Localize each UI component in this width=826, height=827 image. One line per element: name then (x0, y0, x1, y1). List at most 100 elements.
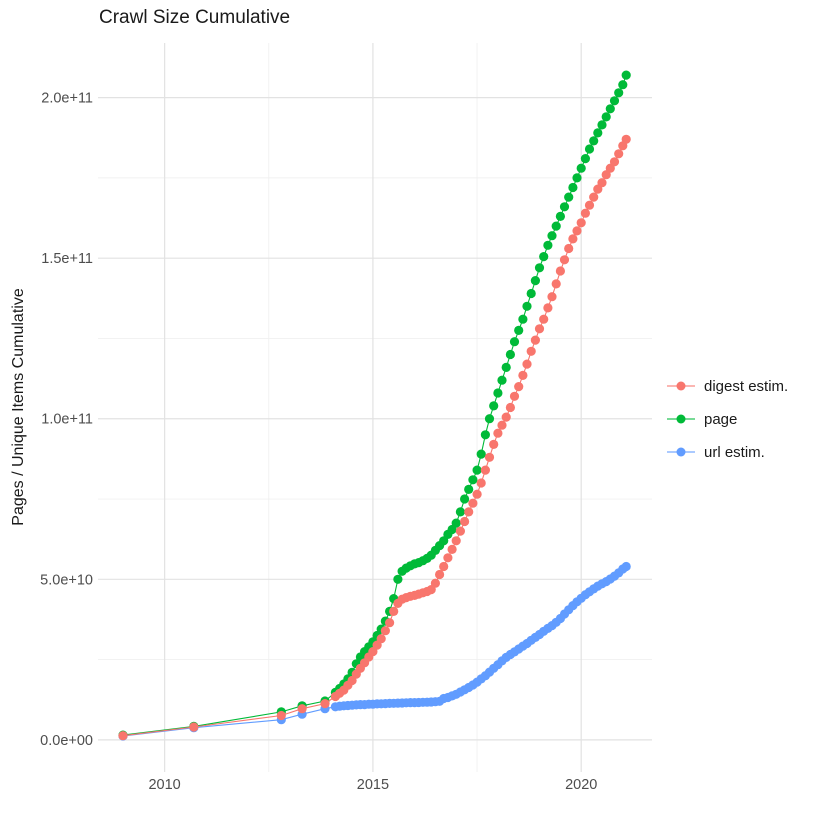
legend-label: page (704, 410, 738, 428)
data-point-page (539, 252, 549, 262)
data-point-digest-estim (514, 382, 524, 392)
y-tick-label: 2.0e+11 (41, 91, 93, 107)
data-point-page (484, 414, 495, 424)
data-point-page (534, 263, 545, 273)
data-point-digest-estim (526, 346, 536, 356)
data-point-digest-estim (551, 279, 561, 289)
x-tick-label: 2015 (357, 777, 389, 793)
data-point-digest-estim (484, 452, 495, 462)
data-point-page (568, 182, 578, 193)
data-point-page (605, 104, 615, 114)
data-point-digest-estim (468, 498, 478, 508)
data-point-page (497, 375, 507, 385)
legend-item-url-estim: url estim. (666, 440, 788, 464)
data-point-page (451, 518, 461, 528)
data-point-digest-estim (430, 578, 440, 588)
data-point-digest-estim (368, 647, 378, 657)
data-point-page (522, 301, 532, 311)
data-point-digest-estim (555, 266, 566, 276)
data-point-page (564, 192, 574, 202)
data-point-digest-estim (118, 731, 128, 741)
chart-title: Crawl Size Cumulative (99, 7, 291, 28)
x-tick-label: 2010 (148, 777, 180, 793)
data-point-digest-estim (493, 428, 503, 438)
data-point-digest-estim (472, 489, 482, 499)
legend-key-icon (667, 447, 695, 457)
data-point-page (501, 362, 511, 372)
data-point-page (505, 349, 515, 360)
data-point-page (476, 449, 486, 459)
legend: digest estim. page url estim. (666, 374, 788, 464)
y-tick-label: 0.0e+00 (40, 733, 93, 749)
legend-label: url estim. (704, 443, 765, 461)
data-point-page (609, 96, 620, 106)
data-point-digest-estim (589, 192, 599, 202)
data-point-digest-estim (501, 412, 511, 422)
data-point-digest-estim (609, 157, 620, 167)
data-point-digest-estim (584, 200, 595, 210)
legend-key-icon (667, 381, 695, 391)
data-point-digest-estim (189, 722, 199, 732)
data-point-page (509, 337, 520, 347)
legend-key-icon (667, 414, 695, 424)
data-point-digest-estim (530, 335, 541, 345)
data-point-page (584, 144, 595, 154)
data-point-digest-estim (547, 292, 557, 302)
data-point-digest-estim (559, 255, 570, 265)
data-point-page (551, 221, 561, 231)
y-tick-label: 5.0e+10 (40, 572, 93, 588)
data-point-digest-estim (447, 544, 457, 555)
legend-key-point (676, 381, 686, 391)
data-point-page (597, 120, 607, 130)
data-point-page (547, 231, 557, 241)
data-point-digest-estim (297, 704, 307, 714)
data-point-page (572, 173, 582, 183)
data-point-digest-estim (497, 420, 507, 430)
data-point-digest-estim (539, 314, 549, 324)
data-point-digest-estim (451, 536, 461, 546)
data-point-page (455, 507, 465, 517)
data-point-page (460, 494, 470, 504)
data-point-digest-estim (576, 218, 586, 228)
legend-label: digest estim. (704, 377, 789, 395)
y-tick-label: 1.5e+11 (41, 251, 93, 267)
data-point-digest-estim (464, 507, 474, 517)
y-axis-title-text: Pages / Unique Items Cumulative (10, 288, 27, 526)
data-point-digest-estim (564, 243, 574, 254)
data-point-page (618, 80, 628, 90)
data-point-page (514, 325, 524, 335)
data-point-page (464, 484, 474, 494)
data-point-digest-estim (543, 303, 553, 313)
data-point-page (559, 202, 570, 212)
data-point-page (472, 465, 482, 475)
data-point-page (530, 276, 541, 286)
y-tick-label: 1.0e+11 (41, 412, 93, 428)
legend-key-point (676, 414, 686, 424)
data-point-digest-estim (380, 626, 390, 636)
data-point-digest-estim (568, 234, 578, 244)
data-point-page (601, 112, 611, 122)
data-point-page (543, 240, 553, 250)
data-point-digest-estim (389, 606, 399, 617)
data-point-digest-estim (320, 699, 330, 709)
data-point-page (489, 401, 499, 411)
data-point-page (580, 154, 591, 164)
data-point-digest-estim (614, 149, 624, 159)
data-point-page (576, 163, 586, 173)
data-point-digest-estim (534, 324, 545, 334)
legend-item-digest-estim: digest estim. (666, 374, 788, 398)
data-point-digest-estim (476, 478, 486, 488)
data-point-digest-estim (455, 526, 465, 536)
data-point-digest-estim (572, 226, 582, 236)
data-point-page (589, 136, 599, 146)
data-point-digest-estim (376, 634, 386, 644)
data-point-page (493, 388, 503, 398)
data-point-digest-estim (385, 618, 395, 628)
legend-item-page: page (666, 407, 788, 431)
data-point-page (614, 88, 624, 98)
legend-key-point (676, 447, 686, 457)
data-point-digest-estim (480, 465, 490, 475)
data-point-page (593, 128, 603, 138)
